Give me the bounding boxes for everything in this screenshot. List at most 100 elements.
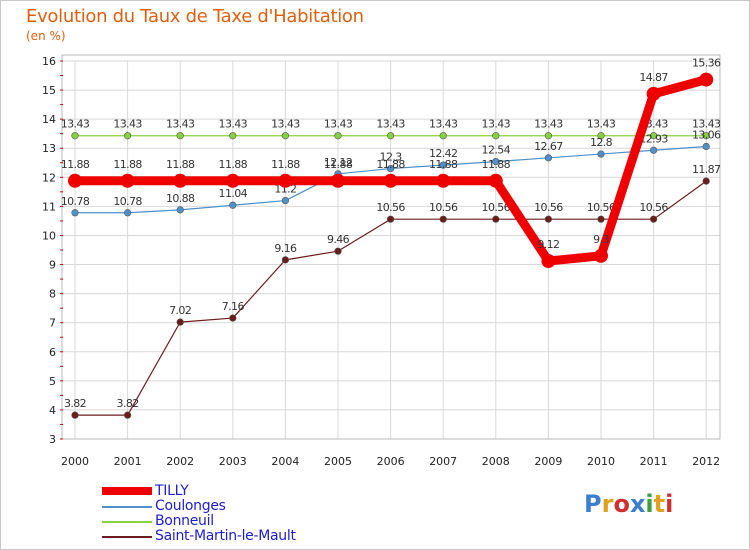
data-point — [334, 247, 342, 255]
data-point — [436, 173, 451, 188]
data-point — [383, 173, 398, 188]
data-label: 10.56 — [639, 201, 668, 214]
data-label: 11.88 — [166, 158, 195, 171]
data-point — [544, 154, 553, 162]
x-tick-label: 2006 — [377, 455, 405, 468]
data-point — [225, 173, 240, 188]
data-point — [281, 256, 290, 264]
data-point — [541, 254, 556, 269]
data-label: 10.56 — [534, 201, 563, 214]
data-point — [173, 173, 188, 188]
data-point — [699, 72, 714, 87]
data-point — [702, 142, 710, 151]
legend-label-coulonges: Coulonges — [155, 498, 226, 514]
legend-swatch-tilly — [102, 487, 152, 495]
data-point — [492, 215, 500, 223]
data-label: 11.88 — [219, 158, 248, 171]
data-label: 10.78 — [61, 195, 90, 208]
data-point — [123, 132, 132, 140]
data-label: 11.04 — [219, 187, 248, 200]
data-point — [71, 411, 79, 419]
y-tick-label: 8 — [49, 288, 56, 301]
legend-swatch-saint-martin-le-mault — [102, 536, 152, 538]
legend-label-saint-martin-le-mault: Saint-Martin-le-Mault — [155, 528, 296, 544]
data-label: 13.43 — [113, 118, 142, 131]
data-label: 13.43 — [376, 118, 405, 131]
data-label: 12.8 — [590, 136, 613, 149]
logo-letter: P — [584, 490, 602, 518]
data-point — [649, 215, 658, 223]
data-label: 7.02 — [169, 304, 191, 317]
logo-letter: i — [645, 490, 654, 518]
data-point — [649, 132, 658, 140]
data-label: 13.06 — [692, 128, 721, 141]
data-label: 11.88 — [429, 158, 458, 171]
proxiti-logo: Proxiti — [584, 490, 673, 518]
data-label: 11.87 — [692, 163, 721, 176]
data-point — [176, 132, 184, 140]
data-label: 13.43 — [429, 118, 458, 131]
chart-title: Evolution du Taux de Taxe d'Habitation — [26, 6, 364, 27]
x-tick-label: 2000 — [61, 455, 89, 468]
y-tick-label: 11 — [42, 200, 56, 213]
data-label: 13.43 — [61, 118, 90, 131]
data-point — [334, 132, 342, 140]
data-label: 12.42 — [429, 147, 458, 160]
x-tick-label: 2009 — [534, 455, 562, 468]
x-tick-label: 2012 — [692, 455, 720, 468]
data-label: 13.43 — [692, 118, 721, 131]
data-point — [123, 209, 132, 217]
data-point — [649, 146, 658, 154]
data-label: 11.88 — [376, 158, 405, 171]
x-tick-label: 2005 — [324, 455, 352, 468]
data-label: 9.12 — [537, 238, 559, 251]
data-point — [488, 173, 503, 188]
data-point — [492, 132, 500, 140]
x-tick-label: 2004 — [271, 455, 299, 468]
data-label: 10.56 — [482, 201, 511, 214]
data-label: 11.2 — [274, 183, 296, 196]
data-label: 7.16 — [222, 300, 245, 313]
y-tick-label: 13 — [42, 142, 56, 155]
y-tick-label: 16 — [42, 55, 56, 68]
data-point — [120, 173, 135, 188]
data-label: 12.67 — [534, 140, 563, 153]
data-point — [439, 132, 447, 140]
y-tick-label: 10 — [42, 229, 56, 242]
data-point — [597, 215, 605, 223]
chart-unit: (en %) — [26, 29, 66, 43]
data-label: 10.56 — [376, 201, 405, 214]
data-point — [544, 215, 553, 223]
y-tick-label: 15 — [42, 84, 56, 97]
y-tick-label: 7 — [49, 317, 56, 330]
x-tick-label: 2007 — [429, 455, 457, 468]
y-tick-label: 5 — [49, 375, 56, 388]
data-label: 11.88 — [113, 158, 142, 171]
data-point — [387, 215, 395, 223]
data-point — [597, 150, 605, 158]
data-point — [331, 173, 345, 188]
y-tick-label: 3 — [49, 433, 56, 446]
data-label: 11.88 — [61, 158, 90, 171]
logo-letter: r — [601, 490, 614, 518]
y-tick-label: 14 — [42, 113, 56, 126]
data-label: 15.36 — [692, 57, 721, 70]
data-label: 12.3 — [380, 151, 403, 164]
x-tick-label: 2010 — [587, 455, 615, 468]
data-label: 10.56 — [587, 201, 616, 214]
logo-letter: o — [613, 490, 630, 518]
data-point — [439, 215, 447, 223]
x-tick-label: 2003 — [219, 455, 247, 468]
data-point — [702, 177, 710, 185]
data-point — [594, 248, 608, 263]
y-tick-label: 4 — [49, 404, 56, 417]
data-point — [646, 86, 661, 101]
y-tick-label: 12 — [42, 171, 56, 184]
data-point — [176, 318, 184, 326]
data-point — [278, 173, 293, 188]
data-label: 10.56 — [429, 201, 458, 214]
data-label: 9.16 — [274, 242, 297, 255]
data-label: 11.88 — [324, 158, 353, 171]
